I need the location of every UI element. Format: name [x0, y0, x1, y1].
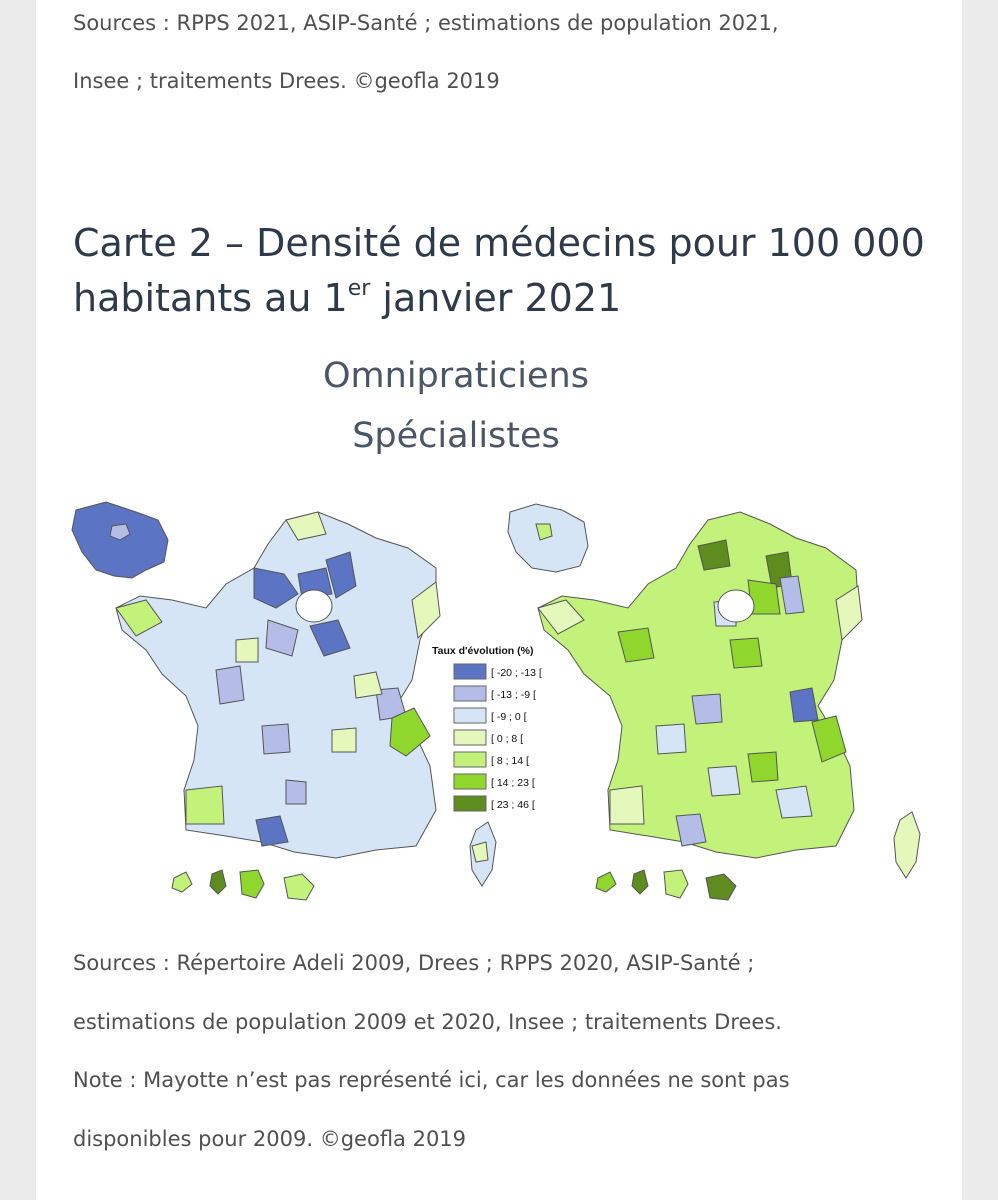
paris-area-right	[717, 589, 755, 623]
dom-reunion-left	[283, 873, 315, 901]
dept-right-11	[675, 813, 707, 847]
dept-right-10	[747, 751, 779, 783]
france-outline-left	[115, 511, 437, 859]
corsica-right	[893, 811, 921, 879]
bottom-sources-line-3: Note : Mayotte n’est pas représenté ici,…	[73, 1068, 790, 1092]
map-heading: Carte 2 – Densité de médecins pour 100 0…	[73, 216, 933, 326]
dept-left-9	[255, 815, 289, 847]
legend-swatch-4	[453, 729, 487, 746]
map-omnipraticiens	[71, 501, 497, 901]
dept-right-16	[537, 599, 585, 635]
dept-left-7	[261, 723, 291, 755]
dept-left-1	[253, 567, 299, 609]
top-sources-note: Sources : RPPS 2021, ASIP-Santé ; estima…	[73, 0, 933, 110]
heading-text-end: janvier 2021	[370, 276, 622, 320]
idf-inset-right	[507, 503, 589, 573]
dept-right-9	[811, 715, 847, 763]
dept-right-14	[775, 785, 813, 819]
dom-guyane-left	[239, 869, 265, 899]
dept-right-18	[835, 585, 863, 642]
dept-right-6	[729, 637, 763, 669]
bottom-sources-line-4: disponibles pour 2009. ©geofla 2019	[73, 1126, 467, 1151]
top-sources-line-1: Sources : RPPS 2021, ASIP-Santé ; estima…	[73, 11, 779, 35]
corsica-left-south	[471, 841, 489, 863]
heading-superscript: er	[347, 276, 371, 301]
legend-swatch-6	[453, 773, 487, 790]
bottom-sources-line-2: estimations de population 2009 et 2020, …	[73, 1009, 782, 1034]
dept-left-12	[115, 599, 163, 637]
legend-swatch-1	[453, 663, 487, 680]
legend-label-3: [ -9 ; 0 [	[491, 711, 527, 723]
dom-martinique-right	[631, 869, 649, 895]
legend: Taux d'évolution (%) [ -20 ; -13 [ [ -13…	[432, 645, 542, 812]
dom-guadeloupe-left	[171, 871, 193, 893]
dept-right-5	[617, 627, 655, 663]
map-specialistes	[507, 503, 921, 901]
dept-left-15	[353, 671, 383, 699]
dom-reunion-right	[705, 873, 737, 901]
dept-left-4	[309, 619, 351, 657]
paris-area-left	[295, 589, 333, 623]
legend-label-6: [ 14 ; 23 [	[491, 777, 535, 789]
dept-left-2	[297, 567, 333, 599]
dom-guyane-right	[663, 869, 689, 899]
dept-right-13	[707, 765, 741, 797]
legend-label-5: [ 8 ; 14 [	[491, 755, 529, 767]
bottom-sources-line-1: Sources : Répertoire Adeli 2009, Drees ;…	[73, 951, 755, 975]
dom-martinique-left	[209, 869, 227, 895]
idf-paris-right	[535, 523, 553, 541]
dept-left-6	[215, 665, 245, 705]
legend-swatch-2	[453, 685, 487, 702]
dept-left-18	[235, 637, 259, 663]
dept-right-7	[691, 693, 723, 725]
dept-left-16	[331, 727, 357, 753]
bottom-sources-note: Sources : Répertoire Adeli 2009, Drees ;…	[73, 934, 933, 1168]
dept-right-17	[609, 785, 645, 825]
heading-text: Carte 2 – Densité de médecins pour 100 0…	[73, 221, 925, 320]
dept-left-14	[411, 581, 441, 640]
idf-paris-left	[109, 523, 131, 541]
density-maps: Taux d'évolution (%) [ -20 ; -13 [ [ -13…	[71, 501, 921, 901]
subtitle-specialistes: Spécialistes	[352, 416, 560, 456]
legend-label-1: [ -20 ; -13 [	[491, 667, 542, 679]
legend-title: Taux d'évolution (%)	[432, 645, 533, 657]
legend-swatch-3	[453, 707, 487, 724]
dept-right-1	[697, 539, 731, 571]
dept-left-17	[285, 511, 327, 541]
dept-left-13	[185, 785, 225, 825]
subtitle-omnipraticiens: Omnipraticiens	[323, 356, 589, 396]
dept-right-4	[779, 575, 805, 615]
dept-left-3	[325, 551, 357, 599]
dom-guadeloupe-right	[595, 871, 617, 893]
legend-swatch-5	[453, 751, 487, 768]
dept-left-5	[265, 619, 299, 657]
dept-left-8	[285, 779, 307, 805]
dept-right-12	[655, 723, 687, 755]
legend-swatch-7	[453, 795, 487, 812]
legend-label-2: [ -13 ; -9 [	[491, 689, 536, 701]
dept-left-11	[389, 707, 431, 757]
article-page: Sources : RPPS 2021, ASIP-Santé ; estima…	[36, 0, 962, 1200]
legend-label-7: [ 23 ; 46 [	[491, 799, 535, 811]
legend-label-4: [ 0 ; 8 [	[491, 733, 523, 745]
top-sources-line-2: Insee ; traitements Drees. ©geofla 2019	[73, 69, 500, 93]
